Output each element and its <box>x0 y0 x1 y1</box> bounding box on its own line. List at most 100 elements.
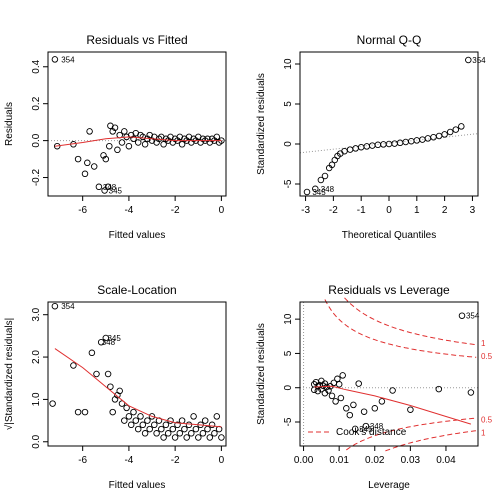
x-tick-label: -1 <box>357 205 366 216</box>
x-tick-label: -4 <box>124 455 133 466</box>
contour-label: 1 <box>481 428 486 437</box>
data-point <box>125 413 133 420</box>
data-point <box>458 123 465 130</box>
x-tick-label: -2 <box>171 205 180 216</box>
data-point <box>192 425 200 433</box>
y-tick-label: 1.0 <box>31 392 42 406</box>
x-tick-label: 1 <box>414 205 420 216</box>
x-tick-label: 0.00 <box>294 455 314 466</box>
data-point <box>158 425 165 433</box>
y-tick-label: 10 <box>283 313 294 325</box>
data-point <box>74 408 82 416</box>
data-point <box>458 312 466 319</box>
y-tick-label: 5 <box>283 101 294 107</box>
data-point <box>185 421 193 429</box>
data-point <box>199 430 207 437</box>
data-point <box>363 143 371 150</box>
smooth-line <box>54 348 222 428</box>
y-tick-label: 0.0 <box>31 133 42 147</box>
data-point <box>137 413 144 420</box>
data-point <box>118 400 126 407</box>
data-point <box>343 405 350 412</box>
x-tick-label: -3 <box>301 205 310 216</box>
point-label: 354 <box>61 55 75 64</box>
x-tick-label: -6 <box>78 455 87 466</box>
plot-frame <box>47 301 227 447</box>
data-point <box>171 434 179 441</box>
data-point <box>314 387 322 395</box>
point-label: 345 <box>107 334 121 343</box>
data-point <box>190 413 197 420</box>
y-tick-label: 0.4 <box>31 59 42 73</box>
data-point <box>146 425 153 433</box>
data-point <box>164 430 172 437</box>
data-point <box>183 434 190 441</box>
data-point <box>162 421 170 429</box>
x-tick-label: 2 <box>442 205 448 216</box>
point-label: 345 <box>109 186 123 195</box>
data-point <box>102 334 110 342</box>
data-point <box>123 404 130 412</box>
data-point <box>49 400 56 407</box>
data-point <box>396 139 404 147</box>
point-label: 348 <box>321 185 335 194</box>
data-point <box>389 387 396 394</box>
point-label: 348 <box>103 183 117 192</box>
qq-reference-line <box>299 133 479 154</box>
data-point <box>312 185 319 193</box>
data-point <box>134 425 142 433</box>
data-point <box>141 430 149 437</box>
data-point <box>130 135 137 143</box>
x-tick-label: -4 <box>124 205 133 216</box>
data-point <box>355 380 362 387</box>
data-point <box>430 133 437 141</box>
data-point <box>360 408 368 415</box>
data-point <box>81 170 89 178</box>
x-tick-label: 3 <box>470 205 476 216</box>
data-point <box>53 142 61 150</box>
data-point <box>125 142 133 150</box>
data-point <box>452 126 460 133</box>
data-point <box>132 417 140 424</box>
data-point <box>84 159 91 167</box>
data-point <box>121 417 128 424</box>
x-tick-label: 0.02 <box>365 455 385 466</box>
y-tick-label: -0.2 <box>31 168 42 186</box>
x-tick-label: 0 <box>219 455 225 466</box>
data-point <box>141 141 149 148</box>
x-axis-label: Theoretical Quantiles <box>342 230 437 241</box>
data-point <box>465 56 472 64</box>
x-tick-label: 0.01 <box>329 455 349 466</box>
data-point <box>121 128 128 135</box>
data-point <box>424 135 432 142</box>
y-tick-label: 10 <box>283 58 294 70</box>
contour-label: 1 <box>481 339 486 348</box>
data-point <box>391 140 398 147</box>
data-point <box>118 139 126 146</box>
y-axis-label: Standardized residuals <box>256 323 267 425</box>
data-point <box>346 411 354 419</box>
data-point <box>195 434 202 441</box>
data-point <box>148 413 156 420</box>
data-point <box>95 183 103 191</box>
y-tick-label: -5 <box>283 179 294 188</box>
point-label: 345 <box>359 425 373 434</box>
x-axis-label: Leverage <box>368 480 410 491</box>
data-point <box>169 425 177 433</box>
data-point <box>134 139 142 146</box>
data-point <box>81 408 89 416</box>
data-point <box>446 128 454 136</box>
data-point <box>178 417 186 424</box>
data-point <box>114 146 121 154</box>
x-tick-label: 0 <box>386 205 392 216</box>
data-point <box>317 176 325 184</box>
data-point <box>104 370 112 378</box>
data-point <box>101 187 108 194</box>
cooks-distance-contour <box>346 417 477 451</box>
data-point <box>362 422 370 430</box>
data-point <box>90 163 98 170</box>
data-point <box>88 349 96 357</box>
smooth-line <box>314 385 472 425</box>
data-point <box>371 405 379 412</box>
data-point <box>218 434 225 441</box>
